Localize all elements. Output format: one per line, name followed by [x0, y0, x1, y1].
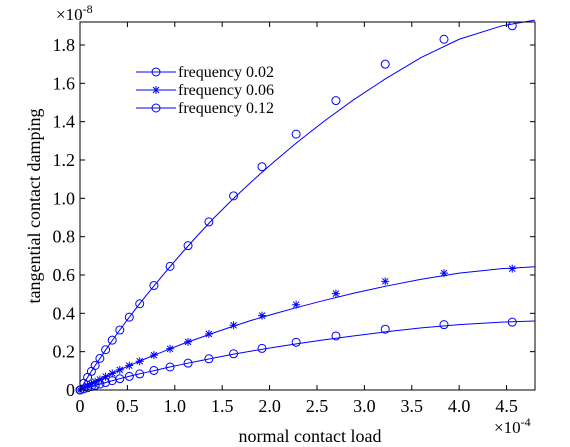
y-tick-label: 0 [66, 380, 75, 400]
x-tick-label: 1.5 [211, 396, 234, 416]
circle-marker [90, 380, 100, 390]
circle-marker [229, 349, 239, 359]
circle-marker [124, 371, 134, 381]
star-marker [440, 269, 448, 278]
star-marker [95, 375, 104, 384]
x-tick-label: 2.5 [306, 396, 329, 416]
circle-marker [101, 378, 111, 388]
circle-marker [115, 374, 125, 384]
x-tick-label: 0.5 [116, 396, 139, 416]
circle-marker [291, 337, 301, 347]
x-tick-label: 3.5 [401, 396, 424, 416]
circle-marker [149, 281, 159, 291]
star-marker [149, 351, 158, 360]
star-marker [204, 330, 213, 339]
y-tick-label: 1.0 [53, 188, 76, 208]
star-marker [108, 369, 117, 378]
circle-marker [204, 217, 214, 227]
series-line [79, 266, 536, 391]
y-tick-label: 0.8 [53, 227, 76, 247]
y-tick-label: 1.2 [53, 150, 76, 170]
x-tick-label: 4.5 [495, 396, 518, 416]
legend-entry: frequency 0.02 [136, 64, 274, 81]
star-marker [258, 311, 266, 320]
circle-marker [101, 345, 111, 355]
circle-marker [124, 312, 134, 322]
y-multiplier-label: ×10-8 [56, 2, 93, 24]
legend-label: frequency 0.06 [178, 82, 274, 99]
star-marker [135, 357, 144, 366]
circle-marker [165, 362, 175, 372]
star-marker [229, 321, 238, 330]
y-tick-label: 0.2 [53, 342, 76, 362]
circle-marker [229, 191, 239, 201]
circle-marker [151, 67, 161, 77]
circle-marker [135, 299, 145, 309]
x-tick-label: 2.0 [258, 396, 281, 416]
circle-marker [291, 129, 301, 139]
x-axis-title: normal contact load [239, 426, 382, 446]
legend-entry: frequency 0.06 [136, 82, 274, 99]
star-marker [184, 337, 193, 346]
circle-marker [331, 331, 341, 341]
series-line [79, 19, 536, 391]
circle-marker [507, 317, 517, 327]
y-axis-ticks: 0 0.2 0.4 0.6 0.8 1.0 1.2 1.4 1.6 1.8 [53, 35, 535, 400]
x-axis-ticks: 0 0.5 1.0 1.5 2.0 2.5 3.0 3.5 4.0 4.5 [76, 22, 518, 416]
circle-marker [135, 369, 145, 379]
circle-marker [257, 162, 267, 172]
star-marker [125, 361, 134, 370]
y-tick-label: 1.8 [53, 35, 76, 55]
star-marker [381, 277, 390, 286]
x-tick-label: 4.0 [448, 396, 471, 416]
star-marker [115, 365, 124, 374]
circle-marker [183, 241, 193, 251]
star-marker [152, 86, 160, 94]
x-tick-label: 0 [76, 396, 85, 416]
y-axis-title: tangential contact damping [24, 109, 44, 304]
circle-marker [257, 343, 267, 353]
series-1 [75, 19, 536, 395]
legend-label: frequency 0.12 [178, 100, 274, 117]
star-marker [292, 300, 301, 309]
plot-area [80, 22, 535, 390]
y-tick-label: 1.4 [53, 112, 76, 132]
circle-marker [115, 325, 125, 335]
x-tick-label: 1.0 [164, 396, 187, 416]
circle-marker [380, 324, 390, 334]
y-tick-label: 0.4 [53, 303, 76, 323]
circle-marker [439, 34, 449, 44]
legend-entry: frequency 0.12 [136, 100, 274, 117]
circle-marker [380, 59, 390, 69]
circle-marker [151, 103, 161, 113]
star-marker [331, 289, 340, 298]
legend-label: frequency 0.02 [178, 64, 274, 81]
y-tick-label: 1.6 [53, 73, 76, 93]
y-tick-label: 0.6 [53, 265, 76, 285]
circle-marker [183, 358, 193, 368]
star-marker [508, 264, 517, 273]
circle-marker [165, 261, 175, 271]
circle-marker [95, 353, 105, 363]
circle-marker [439, 320, 449, 330]
plot-frame [79, 21, 536, 391]
circle-marker [149, 365, 159, 375]
circle-marker [95, 379, 105, 389]
series-layer [75, 19, 536, 395]
star-marker [166, 344, 175, 353]
series-3 [75, 317, 536, 395]
x-multiplier-label: ×10-4 [494, 415, 531, 437]
star-marker [101, 372, 110, 381]
circle-marker [331, 96, 341, 106]
circle-marker [107, 335, 117, 345]
circle-marker [90, 360, 100, 370]
x-tick-label: 3.0 [353, 396, 376, 416]
circle-marker [86, 382, 96, 392]
circle-marker [204, 354, 214, 364]
